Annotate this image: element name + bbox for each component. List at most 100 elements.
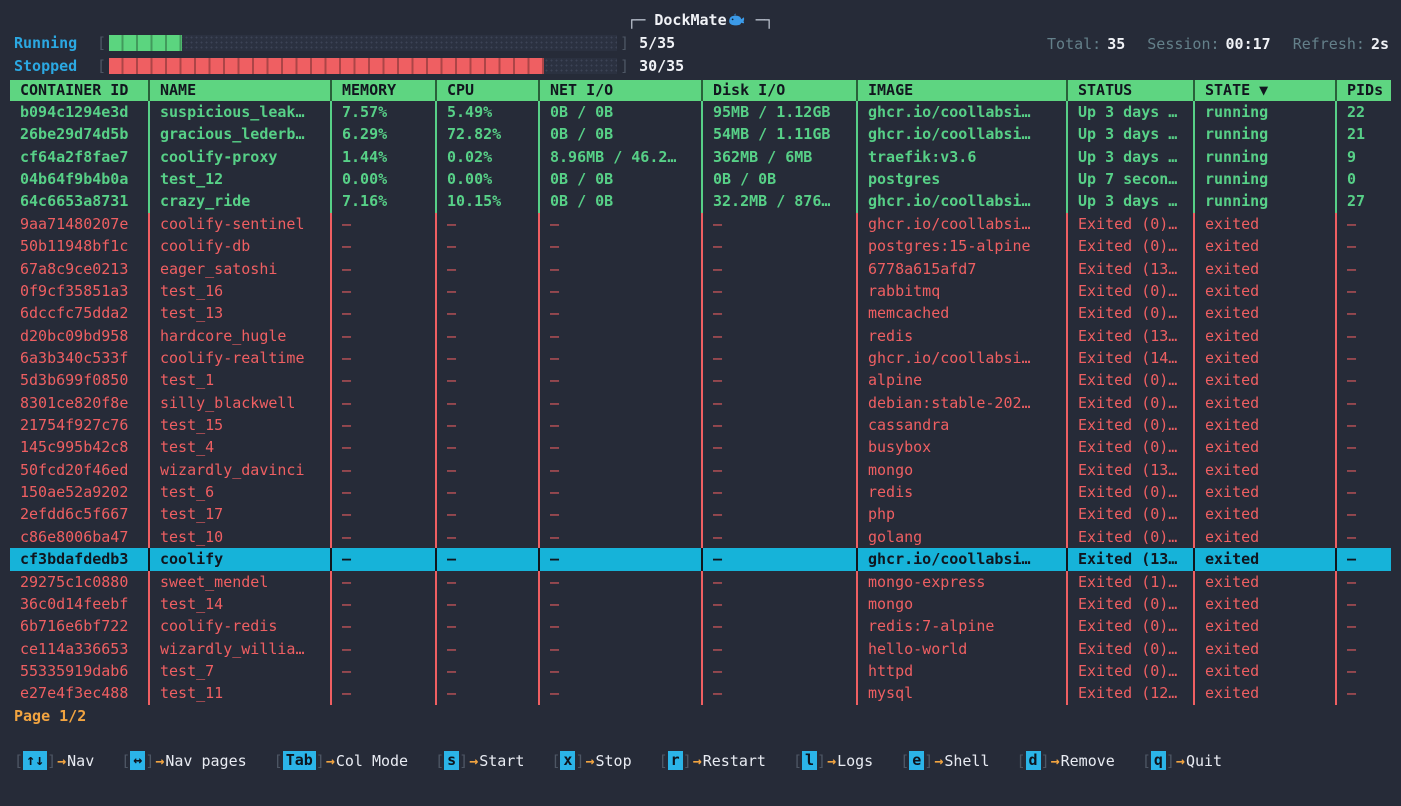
table-row[interactable]: ce114a336653wizardly_willia…————hello-wo… — [10, 638, 1391, 660]
cell-status: Exited (0)… — [1068, 615, 1195, 637]
cell-name: test_11 — [150, 682, 332, 704]
table-row[interactable]: 6b716e6bf722coolify-redis————redis:7-alp… — [10, 615, 1391, 637]
cell-image: mysql — [858, 682, 1068, 704]
cell-disk_io: — — [703, 414, 858, 436]
key-badge: Tab — [283, 751, 316, 770]
table-row[interactable]: 36c0d14feebftest_14————mongoExited (0)…e… — [10, 593, 1391, 615]
cell-image: ghcr.io/coollabsi… — [858, 190, 1068, 212]
table-row[interactable]: e27e4f3ec488test_11————mysqlExited (12…e… — [10, 682, 1391, 704]
cell-pids: — — [1337, 414, 1391, 436]
cell-net_io: — — [540, 593, 703, 615]
column-header-state[interactable]: STATE ▼ — [1195, 80, 1337, 101]
cell-memory: — — [332, 660, 437, 682]
keybinding-stop[interactable]: [x]→Stop — [551, 751, 631, 770]
table-row[interactable]: 6dccfc75dda2test_13————memcachedExited (… — [10, 302, 1391, 324]
column-header-disk_io[interactable]: Disk I/O — [703, 80, 858, 101]
title-frame-right: ─┐ — [756, 11, 774, 29]
cell-pids: — — [1337, 548, 1391, 570]
cell-memory: — — [332, 615, 437, 637]
cell-memory: 6.29% — [332, 123, 437, 145]
cell-memory: — — [332, 280, 437, 302]
cell-disk_io: 54MB / 1.11GB — [703, 123, 858, 145]
cell-state: exited — [1195, 503, 1337, 525]
table-row[interactable]: b094c1294e3dsuspicious_leak…7.57%5.49%0B… — [10, 101, 1391, 123]
arrow-icon: → — [326, 752, 335, 770]
refresh-value: 2s — [1371, 35, 1389, 53]
keybinding-bar: [↑↓]→Nav [↔]→Nav pages [Tab]→Col Mode [s]→S… — [14, 751, 1222, 770]
keybinding-label: Restart — [703, 752, 766, 770]
keybinding-logs[interactable]: [l]→Logs — [793, 751, 873, 770]
table-row[interactable]: c86e8006ba47test_10————golangExited (0)…… — [10, 526, 1391, 548]
cell-status: Exited (13… — [1068, 459, 1195, 481]
column-header-name[interactable]: NAME — [150, 80, 332, 101]
cell-name: hardcore_hugle — [150, 325, 332, 347]
keybinding-remove[interactable]: [d]→Remove — [1017, 751, 1115, 770]
cell-memory: — — [332, 481, 437, 503]
cell-image: mongo — [858, 459, 1068, 481]
table-row[interactable]: 55335919dab6test_7————httpdExited (0)…ex… — [10, 660, 1391, 682]
cell-state: exited — [1195, 235, 1337, 257]
keybinding-restart[interactable]: [r]→Restart — [659, 751, 766, 770]
column-header-id[interactable]: CONTAINER ID — [10, 80, 150, 101]
cell-state: exited — [1195, 593, 1337, 615]
cell-pids: 9 — [1337, 146, 1391, 168]
column-header-net_io[interactable]: NET I/O — [540, 80, 703, 101]
table-row[interactable]: 29275c1c0880sweet_mendel————mongo-expres… — [10, 571, 1391, 593]
cell-status: Exited (0)… — [1068, 503, 1195, 525]
table-row[interactable]: 64c6653a8731crazy_ride7.16%10.15%0B / 0B… — [10, 190, 1391, 212]
cell-disk_io: — — [703, 593, 858, 615]
table-row[interactable]: 21754f927c76test_15————cassandraExited (… — [10, 414, 1391, 436]
table-row[interactable]: 50fcd20f46edwizardly_davinci————mongoExi… — [10, 459, 1391, 481]
keybinding-nav[interactable]: [↑↓]→Nav — [14, 751, 94, 770]
table-row[interactable]: d20bc09bd958hardcore_hugle————redisExite… — [10, 325, 1391, 347]
cell-name: wizardly_willia… — [150, 638, 332, 660]
table-row[interactable]: 67a8c9ce0213eager_satoshi————6778a615afd… — [10, 258, 1391, 280]
cell-memory: — — [332, 369, 437, 391]
keybinding-label: Col Mode — [336, 752, 408, 770]
table-row[interactable]: cf64a2f8fae7coolify-proxy1.44%0.02%8.96M… — [10, 146, 1391, 168]
total-stat: Total:35 — [1047, 35, 1125, 53]
table-row[interactable]: 8301ce820f8esilly_blackwell————debian:st… — [10, 392, 1391, 414]
keybinding-shell[interactable]: [e]→Shell — [900, 751, 989, 770]
column-header-status[interactable]: STATUS — [1068, 80, 1195, 101]
cell-status: Up 3 days … — [1068, 190, 1195, 212]
column-header-image[interactable]: IMAGE — [858, 80, 1068, 101]
cell-id: b094c1294e3d — [10, 101, 150, 123]
table-row-selected[interactable]: cf3bdafdedb3coolify————ghcr.io/coollabsi… — [10, 548, 1391, 570]
cell-cpu: — — [437, 369, 540, 391]
table-row[interactable]: 0f9cf35851a3test_16————rabbitmqExited (0… — [10, 280, 1391, 302]
table-row[interactable]: 04b64f9b4b0atest_120.00%0.00%0B / 0B0B /… — [10, 168, 1391, 190]
cell-net_io: 0B / 0B — [540, 190, 703, 212]
cell-cpu: — — [437, 615, 540, 637]
key-badge: ↔ — [130, 751, 145, 770]
table-row[interactable]: 50b11948bf1ccoolify-db————postgres:15-al… — [10, 235, 1391, 257]
table-row[interactable]: 145c995b42c8test_4————busyboxExited (0)…… — [10, 436, 1391, 458]
column-header-pids[interactable]: PIDs — [1337, 80, 1391, 101]
cell-net_io: — — [540, 638, 703, 660]
cell-id: 6b716e6bf722 — [10, 615, 150, 637]
cell-disk_io: — — [703, 481, 858, 503]
keybinding-label: Remove — [1061, 752, 1115, 770]
arrow-icon: → — [155, 752, 164, 770]
cell-state: running — [1195, 190, 1337, 212]
arrow-icon: → — [827, 752, 836, 770]
cell-pids: — — [1337, 280, 1391, 302]
cell-cpu: — — [437, 660, 540, 682]
table-row[interactable]: 6a3b340c533fcoolify-realtime————ghcr.io/… — [10, 347, 1391, 369]
table-row[interactable]: 5d3b699f0850test_1————alpineExited (0)…e… — [10, 369, 1391, 391]
column-header-cpu[interactable]: CPU — [437, 80, 540, 101]
table-row[interactable]: 2efdd6c5f667test_17————phpExited (0)…exi… — [10, 503, 1391, 525]
table-row[interactable]: 26be29d74d5bgracious_lederb…6.29%72.82%0… — [10, 123, 1391, 145]
keybinding-start[interactable]: [s]→Start — [435, 751, 524, 770]
cell-name: wizardly_davinci — [150, 459, 332, 481]
keybinding-col-mode[interactable]: [Tab]→Col Mode — [274, 751, 408, 770]
cell-disk_io: — — [703, 213, 858, 235]
keybinding-quit[interactable]: [q]→Quit — [1142, 751, 1222, 770]
table-row[interactable]: 9aa71480207ecoolify-sentinel————ghcr.io/… — [10, 213, 1391, 235]
keybinding-nav-pages[interactable]: [↔]→Nav pages — [121, 751, 246, 770]
column-header-memory[interactable]: MEMORY — [332, 80, 437, 101]
cell-cpu: — — [437, 414, 540, 436]
cell-memory: — — [332, 213, 437, 235]
table-row[interactable]: 150ae52a9202test_6————redisExited (0)…ex… — [10, 481, 1391, 503]
cell-memory: 0.00% — [332, 168, 437, 190]
